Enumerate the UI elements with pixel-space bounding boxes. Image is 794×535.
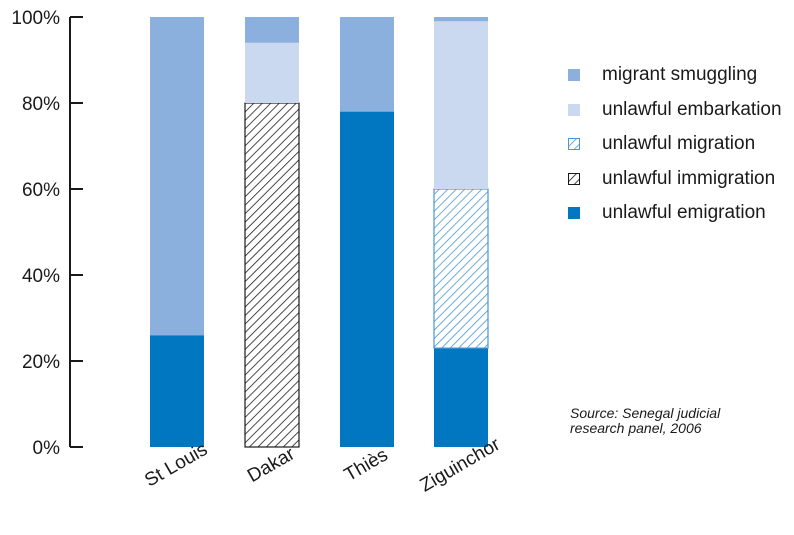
bar-dakar-unlawful-embarkation [245,42,299,103]
x-tick-label: Thiès [341,445,392,486]
legend-item-unlawful-immigration: unlawful immigration [568,162,782,197]
legend-label: unlawful emigration [602,202,766,224]
y-tick-label: 0% [33,438,61,459]
source-note: Source: Senegal judicial research panel,… [570,406,780,436]
legend-label: unlawful immigration [602,167,776,189]
bar-st-louis-unlawful-emigration [150,335,204,447]
legend-item-migrant-smuggling: migrant smuggling [568,58,782,93]
y-axis: 0% 20% 40% 60% 80% 100% [11,8,83,459]
legend-swatch-unlawful-emigration [568,207,580,220]
legend-swatch-unlawful-migration [568,138,580,151]
source-line: Source: Senegal judicial [570,405,721,421]
bars [150,17,489,448]
bar-dakar-migrant-smuggling [245,17,299,43]
legend-item-unlawful-emigration: unlawful emigration [568,196,782,231]
legend: migrant smuggling unlawful embarkation u… [568,58,782,231]
y-tick-label: 100% [11,8,60,29]
legend-label: migrant smuggling [602,64,758,86]
y-tick-label: 20% [22,352,60,373]
legend-item-unlawful-embarkation: unlawful embarkation [568,93,782,128]
bar-ziguinchor-unlawful-migration [433,188,489,349]
y-tick-label: 40% [22,266,60,287]
bar-st-louis-migrant-smuggling [150,17,204,336]
bar-dakar-unlawful-immigration [244,102,300,448]
legend-item-unlawful-migration: unlawful migration [568,127,782,162]
source-line: research panel, 2006 [570,420,702,436]
bar-thi-s-unlawful-emigration [340,111,394,447]
bar-ziguinchor-unlawful-emigration [434,348,488,447]
legend-label: unlawful migration [602,133,756,155]
y-tick-label: 80% [22,94,60,115]
legend-label: unlawful embarkation [602,98,782,120]
legend-swatch-unlawful-immigration [568,172,580,185]
bar-ziguinchor-migrant-smuggling [434,17,488,22]
bar-thi-s-migrant-smuggling [340,17,394,112]
bar-ziguinchor-unlawful-embarkation [434,21,488,189]
y-tick-label: 60% [22,180,60,201]
x-tick-label: Dakar [244,443,299,487]
legend-swatch-migrant-smuggling [568,69,580,82]
legend-swatch-unlawful-embarkation [568,103,580,116]
